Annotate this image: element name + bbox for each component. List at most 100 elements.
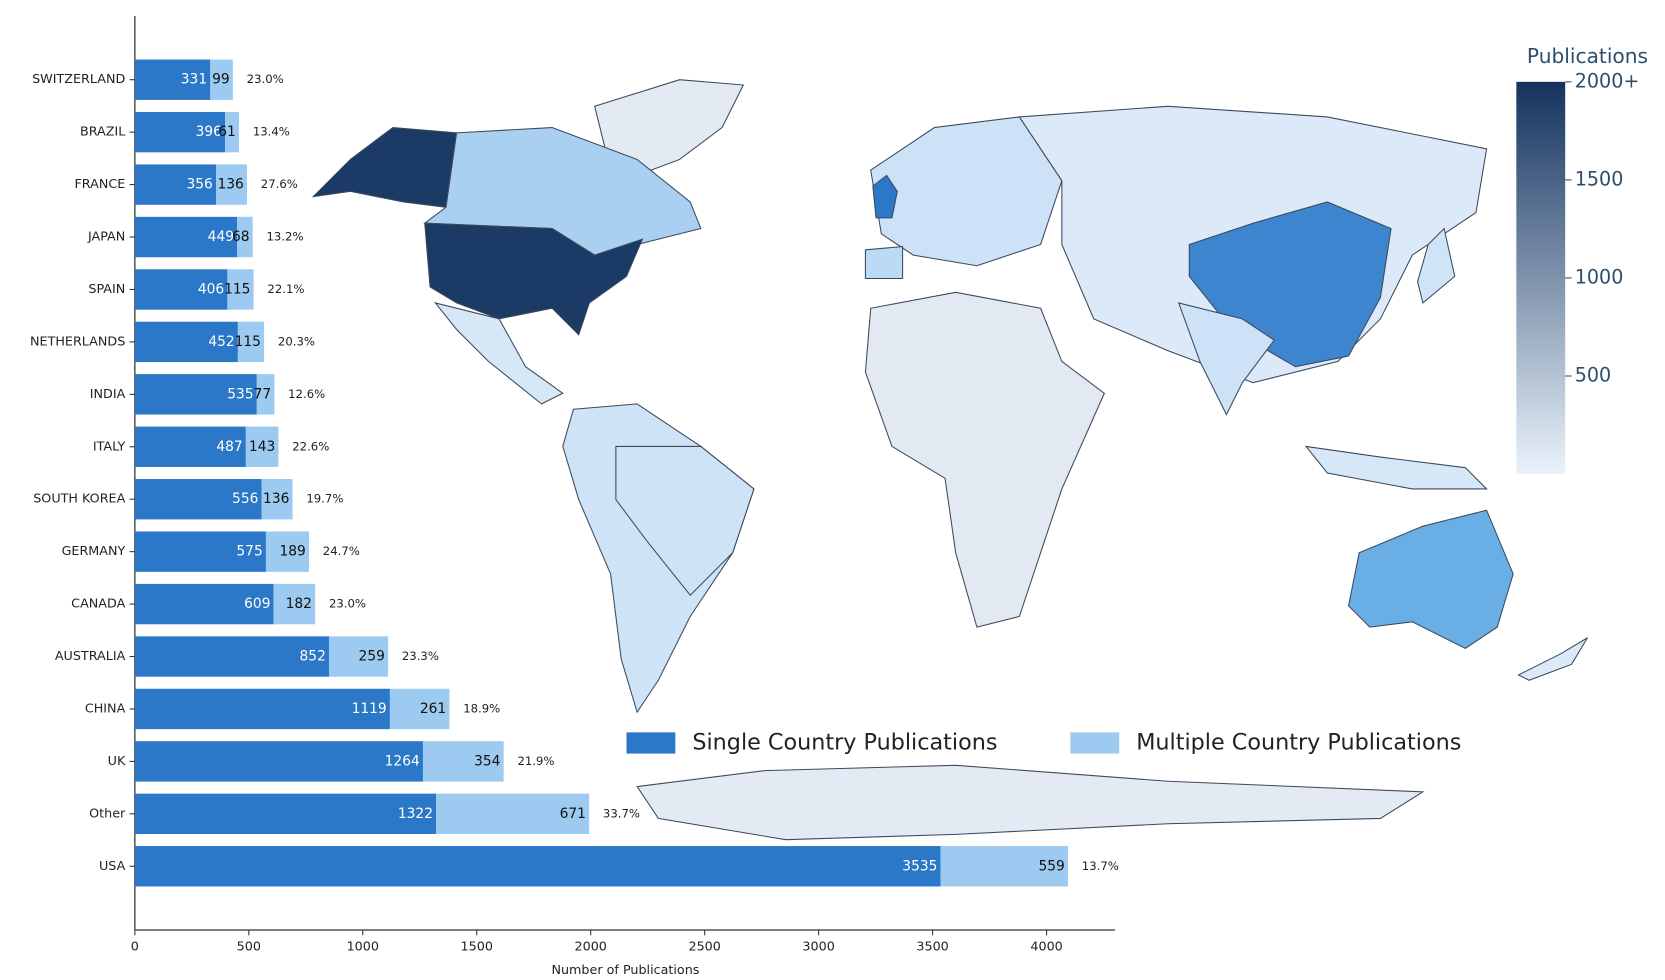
bar-value-label: 77 bbox=[254, 386, 272, 402]
x-tick-label: 3500 bbox=[916, 940, 948, 955]
world-map bbox=[311, 79, 1588, 841]
bar-segment bbox=[134, 531, 266, 572]
bar-value-label: 535 bbox=[227, 386, 253, 402]
bar-segment bbox=[134, 216, 238, 258]
bar-value-label: 1264 bbox=[385, 753, 420, 769]
usa bbox=[424, 222, 644, 336]
bar-segment bbox=[134, 269, 228, 310]
bar-value-label: 852 bbox=[300, 649, 326, 665]
bar-value-label: 115 bbox=[224, 281, 250, 297]
australia bbox=[1347, 509, 1514, 649]
percent-label: 21.9% bbox=[517, 754, 554, 768]
bar-segment bbox=[134, 111, 226, 153]
bar-value-label: 3535 bbox=[902, 858, 937, 874]
africa bbox=[864, 291, 1105, 628]
bar-value-label: 356 bbox=[186, 177, 212, 193]
bar-segment bbox=[422, 741, 504, 782]
x-tick-label: 1500 bbox=[461, 940, 493, 955]
bar-segment bbox=[134, 479, 262, 520]
x-tick-label: 0 bbox=[131, 940, 139, 955]
antarctica bbox=[636, 764, 1425, 841]
y-tick-label: JAPAN bbox=[87, 230, 125, 245]
y-tick-label: SOUTH KOREA bbox=[33, 492, 125, 507]
x-tick-label: 1000 bbox=[347, 940, 379, 955]
y-tick-label: NETHERLANDS bbox=[30, 334, 125, 349]
percent-label: 27.6% bbox=[261, 177, 298, 191]
bar-segment bbox=[134, 741, 423, 782]
bar-segment bbox=[227, 269, 254, 310]
bar-value-label: 261 bbox=[420, 701, 446, 717]
colorbar bbox=[1516, 81, 1566, 475]
bar-segment bbox=[134, 688, 390, 730]
bar-segment bbox=[273, 583, 316, 625]
bar-segment bbox=[329, 636, 389, 677]
y-tick-label: USA bbox=[99, 859, 126, 874]
percent-label: 22.1% bbox=[267, 282, 304, 296]
bar-value-label: 1119 bbox=[352, 701, 387, 717]
x-tick-label: 2500 bbox=[688, 940, 720, 955]
bar-segment bbox=[134, 846, 941, 887]
percent-label: 13.7% bbox=[1082, 859, 1119, 873]
bar-segment bbox=[134, 321, 238, 363]
japan bbox=[1417, 227, 1456, 304]
bar-value-label: 609 bbox=[244, 596, 270, 612]
y-tick-label: BRAZIL bbox=[80, 125, 126, 140]
mexico bbox=[433, 302, 564, 405]
bar-value-label: 136 bbox=[217, 177, 243, 193]
indonesia bbox=[1304, 445, 1488, 490]
bar-segment bbox=[237, 321, 265, 363]
brazil bbox=[615, 445, 755, 597]
percent-label: 23.0% bbox=[247, 72, 284, 86]
legend-swatch bbox=[1070, 732, 1120, 754]
x-tick-label: 4000 bbox=[1030, 940, 1062, 955]
bar-value-label: 449 bbox=[208, 229, 234, 245]
y-tick-label: SPAIN bbox=[88, 282, 125, 297]
percent-label: 33.7% bbox=[603, 806, 640, 820]
bar-segment bbox=[436, 793, 590, 835]
percent-label: 22.6% bbox=[292, 439, 329, 453]
y-tick-label: AUSTRALIA bbox=[55, 649, 126, 664]
bar-segment bbox=[210, 59, 233, 100]
percent-label: 18.9% bbox=[463, 701, 500, 715]
y-tick-label: UK bbox=[108, 754, 126, 769]
bar-segment bbox=[940, 846, 1069, 887]
bar-segment bbox=[215, 164, 247, 205]
bar-segment bbox=[237, 216, 253, 258]
bar-segment bbox=[261, 479, 293, 520]
bar-segment bbox=[134, 583, 274, 625]
alaska bbox=[311, 127, 458, 208]
uk bbox=[872, 174, 898, 219]
percent-label: 12.6% bbox=[288, 387, 325, 401]
bar-value-label: 487 bbox=[216, 439, 242, 455]
bar-value-label: 354 bbox=[474, 753, 500, 769]
percent-label: 13.4% bbox=[253, 125, 290, 139]
colorbar-tick-label: 2000+ bbox=[1575, 69, 1640, 92]
spain bbox=[864, 246, 904, 280]
legend-label: Single Country Publications bbox=[692, 729, 997, 755]
bar-value-label: 68 bbox=[232, 229, 250, 245]
europe bbox=[870, 116, 1063, 267]
bar-value-label: 559 bbox=[1038, 858, 1064, 874]
y-tick-label: FRANCE bbox=[74, 177, 125, 192]
colorbar-tick-label: 1000 bbox=[1575, 265, 1624, 288]
percent-label: 23.3% bbox=[402, 649, 439, 663]
bar-segment bbox=[265, 531, 309, 572]
x-tick-label: 2000 bbox=[575, 940, 607, 955]
bar-value-label: 189 bbox=[279, 544, 305, 560]
x-tick-label: 500 bbox=[237, 940, 261, 955]
bar-segment bbox=[134, 164, 216, 205]
bar-value-label: 136 bbox=[263, 491, 289, 507]
bar-segment bbox=[225, 111, 240, 153]
y-tick-label: ITALY bbox=[93, 439, 126, 454]
bar-value-label: 61 bbox=[218, 124, 236, 140]
percent-label: 23.0% bbox=[329, 597, 366, 611]
bar-value-label: 671 bbox=[560, 806, 586, 822]
colorbar-tick-label: 1500 bbox=[1575, 167, 1624, 190]
y-tick-label: Other bbox=[89, 806, 126, 821]
bar-segment bbox=[134, 426, 246, 467]
percent-label: 20.3% bbox=[278, 334, 315, 348]
bar-value-label: 143 bbox=[249, 439, 275, 455]
bar-segment bbox=[134, 59, 211, 100]
y-tick-label: INDIA bbox=[90, 387, 126, 402]
